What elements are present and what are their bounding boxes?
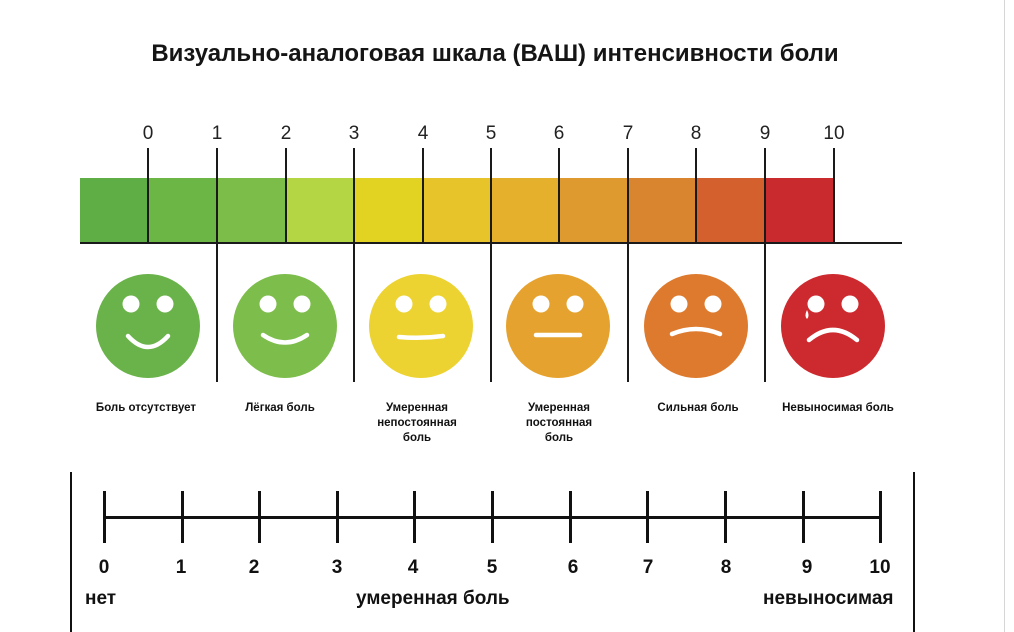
category-label-line: боль — [402, 432, 432, 444]
scale-segment-1 — [148, 178, 217, 242]
scale-segment-6 — [491, 178, 559, 242]
axis-tick-10 — [878, 491, 882, 543]
axis-number-5: 5 — [486, 557, 498, 578]
axis-tick-3 — [335, 491, 339, 543]
lower-frame-right — [913, 472, 915, 632]
scale-number-1: 1 — [211, 123, 223, 144]
scale-segment-4 — [354, 178, 423, 242]
axis-tick-1 — [180, 491, 184, 543]
face-severe-pain-icon — [669, 295, 723, 337]
face-no-pain-icon — [122, 295, 174, 350]
scale-number-4: 4 — [417, 123, 429, 144]
lower-frame-left — [70, 472, 72, 632]
category-label-line: Сильная боль — [657, 402, 739, 414]
axis-number-10: 10 — [869, 557, 891, 578]
scale-divider-0 — [147, 148, 149, 242]
axis-word-unbearable: невыносимая — [763, 588, 894, 609]
face-mild-pain-icon — [259, 295, 311, 345]
category-label-2: Умеренная непостоянная боль — [342, 401, 492, 446]
axis-number-7: 7 — [642, 557, 654, 578]
scale-number-2: 2 — [280, 123, 292, 144]
axis-tick-9 — [801, 491, 805, 543]
frame-right-border — [1004, 0, 1005, 632]
axis-number-4: 4 — [407, 557, 419, 578]
axis-tick-2 — [257, 491, 261, 543]
axis-number-0: 0 — [98, 557, 110, 578]
face-severe-pain — [644, 274, 748, 378]
face-no-pain — [96, 274, 200, 378]
category-label-line: Невыносимая боль — [782, 402, 894, 414]
face-moderate-constant — [506, 274, 610, 378]
axis-word-none: нет — [85, 588, 117, 609]
category-label-4: Сильная боль — [623, 401, 773, 416]
scale-divider-8 — [695, 148, 697, 242]
axis-number-3: 3 — [331, 557, 343, 578]
face-unbearable-pain-icon — [805, 295, 860, 343]
scale-divider-1 — [216, 148, 218, 382]
category-label-line: боль — [544, 432, 574, 444]
scale-number-9: 9 — [759, 123, 771, 144]
scale-divider-6 — [558, 148, 560, 242]
scale-divider-4 — [422, 148, 424, 242]
scale-divider-7 — [627, 148, 629, 382]
category-label-1: Лёгкая боль — [205, 401, 355, 416]
scale-divider-5 — [490, 148, 492, 382]
category-label-line: постоянная — [525, 417, 593, 429]
scale-segment-0 — [80, 178, 148, 242]
scale-segment-8 — [628, 178, 696, 242]
scale-divider-9 — [764, 148, 766, 382]
scale-segment-3 — [286, 178, 354, 242]
axis-tick-4 — [412, 491, 416, 543]
category-label-line: непостоянная — [377, 417, 457, 429]
face-moderate-intermittent-icon — [395, 295, 447, 341]
axis-tick-0 — [102, 491, 106, 543]
face-moderate-constant-icon — [532, 295, 584, 338]
axis-number-8: 8 — [720, 557, 732, 578]
axis-tick-6 — [568, 491, 572, 543]
scale-divider-2 — [285, 148, 287, 242]
page-title: Визуально-аналоговая шкала (ВАШ) интенси… — [151, 40, 839, 67]
scale-number-7: 7 — [622, 123, 634, 144]
axis-tick-8 — [723, 491, 727, 543]
scale-number-5: 5 — [485, 123, 497, 144]
color-scale-bar — [80, 178, 902, 242]
scale-segment-2 — [217, 178, 286, 242]
scale-number-0: 0 — [142, 123, 154, 144]
face-mild-pain — [233, 274, 337, 378]
scale-divider-10 — [833, 148, 835, 242]
category-label-3: Умеренная постоянная боль — [484, 401, 634, 446]
category-label-5: Невыносимая боль — [763, 401, 913, 416]
scale-number-8: 8 — [690, 123, 702, 144]
axis-number-9: 9 — [801, 557, 813, 578]
scale-segment-5 — [423, 178, 491, 242]
category-label-0: Боль отсутствует — [71, 401, 221, 416]
axis-number-6: 6 — [567, 557, 579, 578]
axis-number-1: 1 — [175, 557, 187, 578]
scale-divider-3 — [353, 148, 355, 382]
category-label-line: Лёгкая боль — [245, 402, 315, 414]
scale-segment-7 — [559, 178, 628, 242]
scale-number-6: 6 — [553, 123, 565, 144]
axis-tick-5 — [490, 491, 494, 543]
axis-word-moderate: умеренная боль — [356, 588, 510, 609]
category-label-line: Умеренная — [528, 402, 590, 414]
axis-tick-7 — [645, 491, 649, 543]
category-label-line: Боль отсутствует — [95, 402, 197, 414]
scale-segment-10 — [765, 178, 833, 242]
category-label-line: Умеренная — [386, 402, 448, 414]
face-moderate-intermittent — [369, 274, 473, 378]
scale-number-3: 3 — [348, 123, 360, 144]
axis-number-2: 2 — [248, 557, 260, 578]
scale-segment-9 — [696, 178, 765, 242]
face-unbearable-pain — [781, 274, 885, 378]
scale-baseline — [80, 242, 902, 244]
scale-number-10: 10 — [823, 123, 845, 144]
